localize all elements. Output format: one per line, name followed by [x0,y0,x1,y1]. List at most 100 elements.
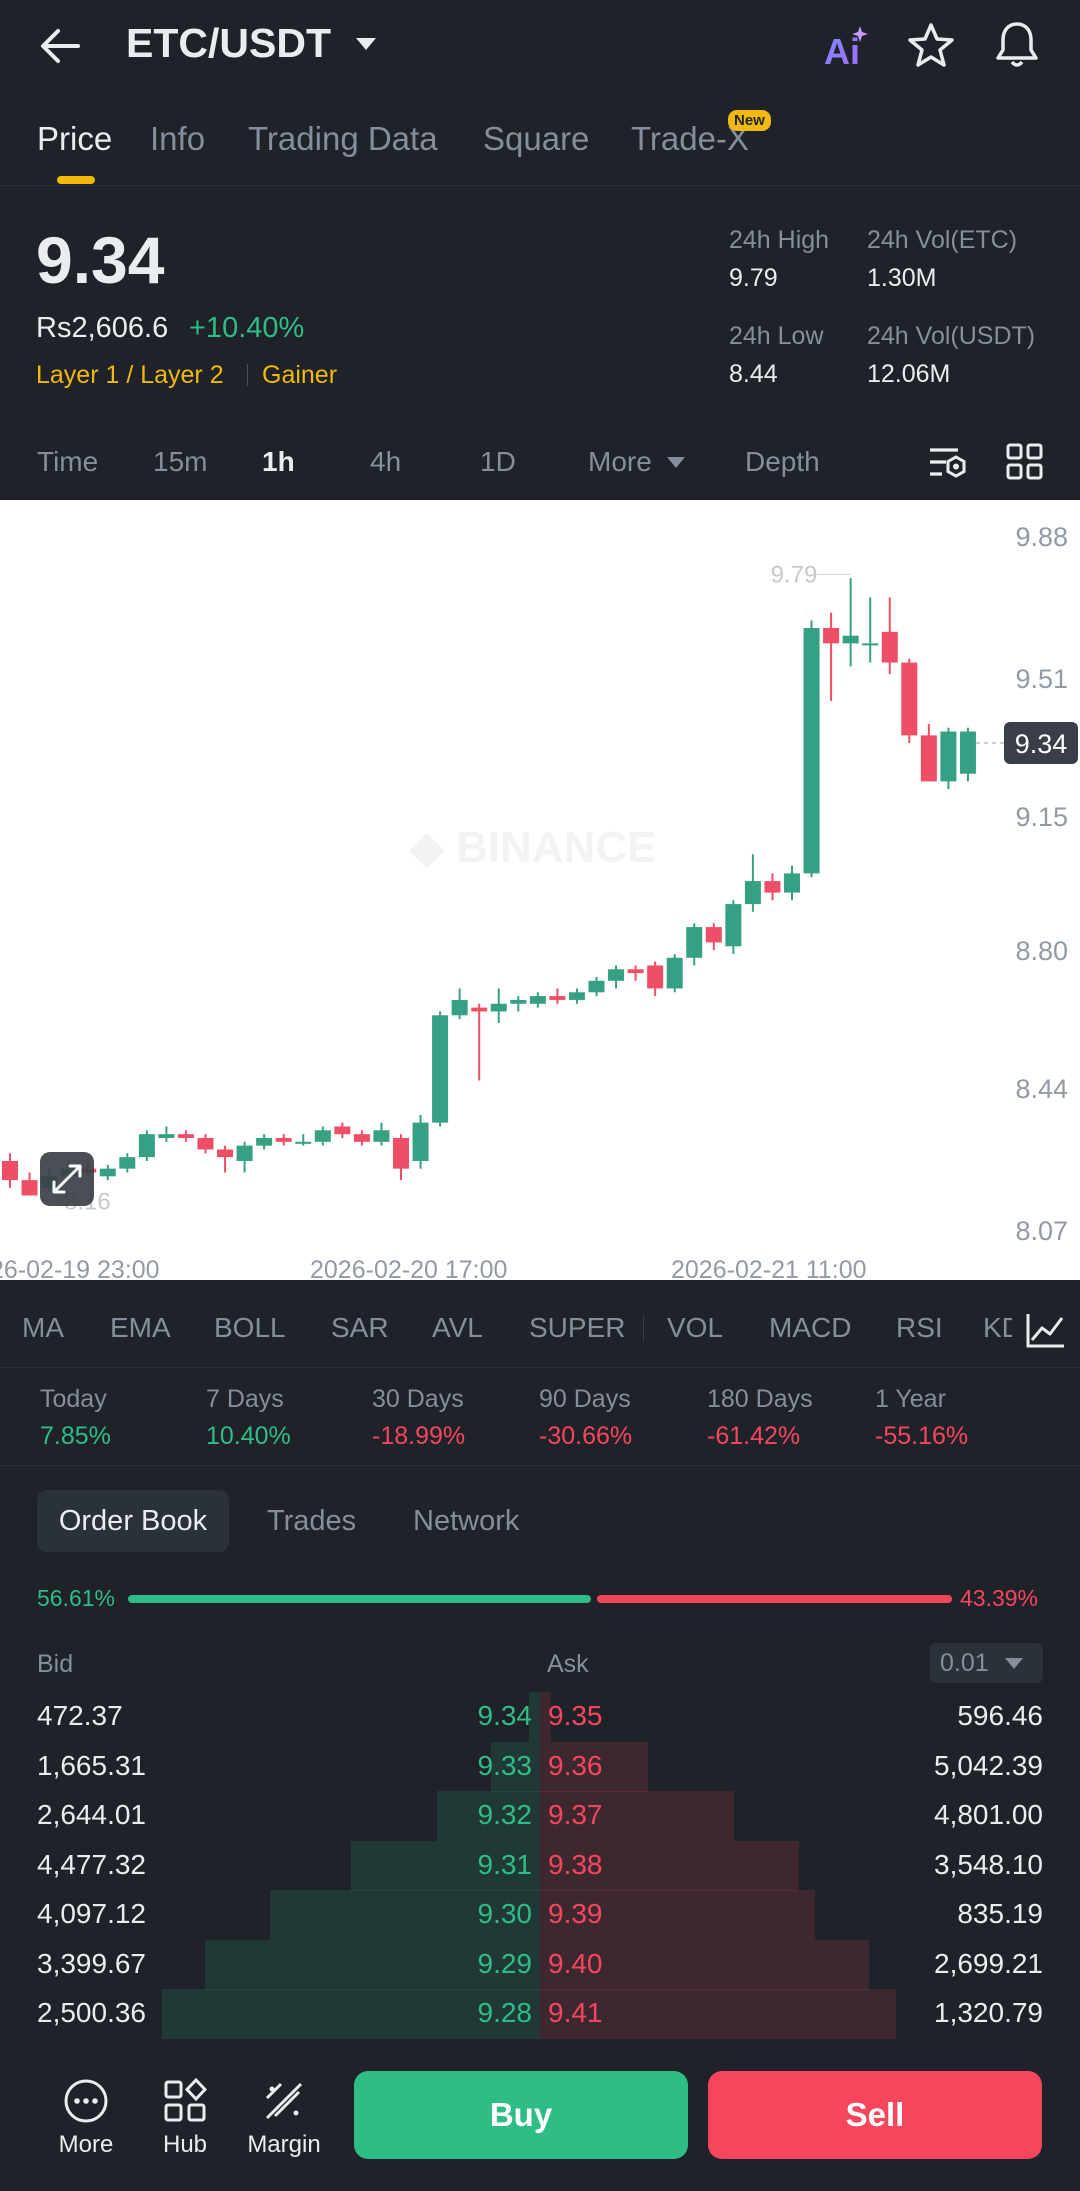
order-book-row[interactable]: 4,097.12 9.30 9.39 835.19 [0,1890,1080,1940]
bid-quantity: 472.37 [37,1700,123,1731]
layout-grid-icon[interactable] [1005,442,1045,482]
fiat-price: Rs2,606.6 [36,312,169,344]
indicator-settings-button[interactable] [1012,1296,1080,1364]
precision-select[interactable]: 0.01 [930,1643,1043,1683]
stat-vol-usdt-label: 24h Vol(USDT) [867,322,1036,350]
ask-quantity: 1,320.79 [934,1997,1043,2028]
candle-body [334,1126,351,1135]
order-book-row[interactable]: 1,665.31 9.33 9.36 5,042.39 [0,1741,1080,1792]
back-arrow-icon[interactable] [38,26,86,66]
indicator-ma[interactable]: MA [22,1312,64,1343]
y-tick-label: 9.88 [1015,522,1068,552]
perf-label: 1 Year [875,1385,946,1413]
interval-1h[interactable]: 1h [262,446,295,477]
tab-square[interactable]: Square [483,120,590,157]
tab-order-book[interactable]: Order Book [37,1490,229,1552]
bid-depth-bar [270,1890,540,1940]
ask-price: 9.36 [548,1749,603,1781]
interval-15m[interactable]: 15m [153,446,208,477]
hub-button[interactable]: Hub [145,2077,225,2159]
candle-body [119,1157,136,1169]
chart-canvas[interactable]: ◆ BINANCE 9.88 9.51 9.15 8.80 8.44 8.07 26-02-… [0,500,1080,1280]
indicator-vol[interactable]: VOL [667,1312,724,1343]
tag-layer[interactable]: Layer 1 / Layer 2 [36,361,224,389]
tab-price[interactable]: Price [37,120,113,157]
bell-icon[interactable] [993,20,1041,70]
stat-low-label: 24h Low [729,322,824,350]
candle-body [373,1130,390,1142]
interval-1d[interactable]: 1D [480,446,516,477]
buy-button[interactable]: Buy [354,2071,688,2159]
sell-button[interactable]: Sell [708,2071,1042,2159]
candle-body [432,1015,449,1123]
star-icon[interactable] [907,22,955,70]
candle-body [647,965,664,989]
ask-price: 9.40 [548,1947,603,1979]
hub-label: Hub [162,2131,208,2158]
indicator-ema[interactable]: EMA [110,1312,171,1343]
ask-ratio-bar [597,1595,952,1603]
caret-down-icon[interactable] [354,36,378,52]
indicator-sar[interactable]: SAR [331,1312,389,1343]
candlestick-chart[interactable]: ◆ BINANCE 9.88 9.51 9.15 8.80 8.44 8.07 26-02-… [0,500,1080,1280]
tab-trades[interactable]: Trades [267,1505,357,1537]
chart-settings-icon[interactable] [928,442,968,482]
fullscreen-button[interactable] [40,1152,94,1206]
tab-info[interactable]: Info [150,120,206,157]
ask-header: Ask [547,1650,589,1678]
indicator-boll[interactable]: BOLL [214,1312,286,1343]
tab-trading-data[interactable]: Trading Data [248,120,438,157]
candle-body [471,1007,488,1012]
candle-body [256,1137,273,1146]
more-button[interactable]: More [46,2078,126,2159]
bid-quantity: 3,399.67 [37,1947,146,1979]
candle-body [177,1134,194,1138]
ask-quantity: 2,699.21 [934,1947,1043,1979]
bid-depth-bar [162,1989,540,2039]
bid-quantity: 4,477.32 [37,1848,146,1880]
perf-value: -55.16% [875,1422,969,1450]
candle-body [353,1134,370,1142]
bid-price: 9.33 [477,1749,533,1781]
order-book-row[interactable]: 2,500.36 9.28 9.41 1,320.79 [0,1989,1080,2039]
candle-body [823,628,840,644]
bid-ratio: 56.61% [37,1585,116,1611]
margin-button[interactable]: Margin [244,2078,324,2159]
indicator-rsi[interactable]: RSI [896,1312,943,1343]
tab-network[interactable]: Network [413,1505,520,1537]
bid-depth-bar [205,1939,540,1990]
order-book-row[interactable]: 3,399.67 9.29 9.40 2,699.21 [0,1939,1080,1990]
indicator-avl[interactable]: AVL [432,1312,483,1343]
high-marker-label: 9.79 [771,562,818,589]
candle-body [490,1003,507,1012]
pair-title[interactable]: ETC/USDT [126,20,331,66]
order-book-row[interactable]: 2,644.01 9.32 9.37 4,801.00 [0,1791,1080,1841]
candle-body [920,735,937,782]
interval-depth[interactable]: Depth [745,446,820,477]
tag-gainer[interactable]: Gainer [262,361,338,389]
indicator-macd[interactable]: MACD [769,1312,852,1343]
bid-price: 9.31 [477,1848,533,1880]
candle-body [510,999,527,1004]
x-tick-label: 2026-02-21 11:00 [671,1256,867,1280]
ask-quantity: 835.19 [957,1898,1043,1929]
order-book-row[interactable]: 472.37 9.34 9.35 596.46 [0,1692,1080,1742]
indicator-divider [643,1316,644,1342]
perf-label: 90 Days [539,1385,631,1413]
order-book-row[interactable]: 4,477.32 9.31 9.38 3,548.10 [0,1840,1080,1891]
interval-4h[interactable]: 4h [370,446,402,477]
candle-body [2,1160,18,1181]
interval-time[interactable]: Time [37,446,99,477]
interval-more[interactable]: More [588,446,652,477]
active-tab-indicator [57,176,95,184]
candle-body [901,662,918,736]
ask-depth-bar [540,1939,870,1990]
ai-icon[interactable]: Ai [822,24,870,70]
candle-body [862,643,879,646]
tab-bar: Price Info Trading Data Square Trade-X [0,100,1080,186]
last-price: 9.34 [36,223,165,297]
stat-vol-etc: 1.30M [867,264,937,292]
candle-body [784,873,800,893]
candle-body [529,996,546,1004]
indicator-super[interactable]: SUPER [529,1312,626,1343]
